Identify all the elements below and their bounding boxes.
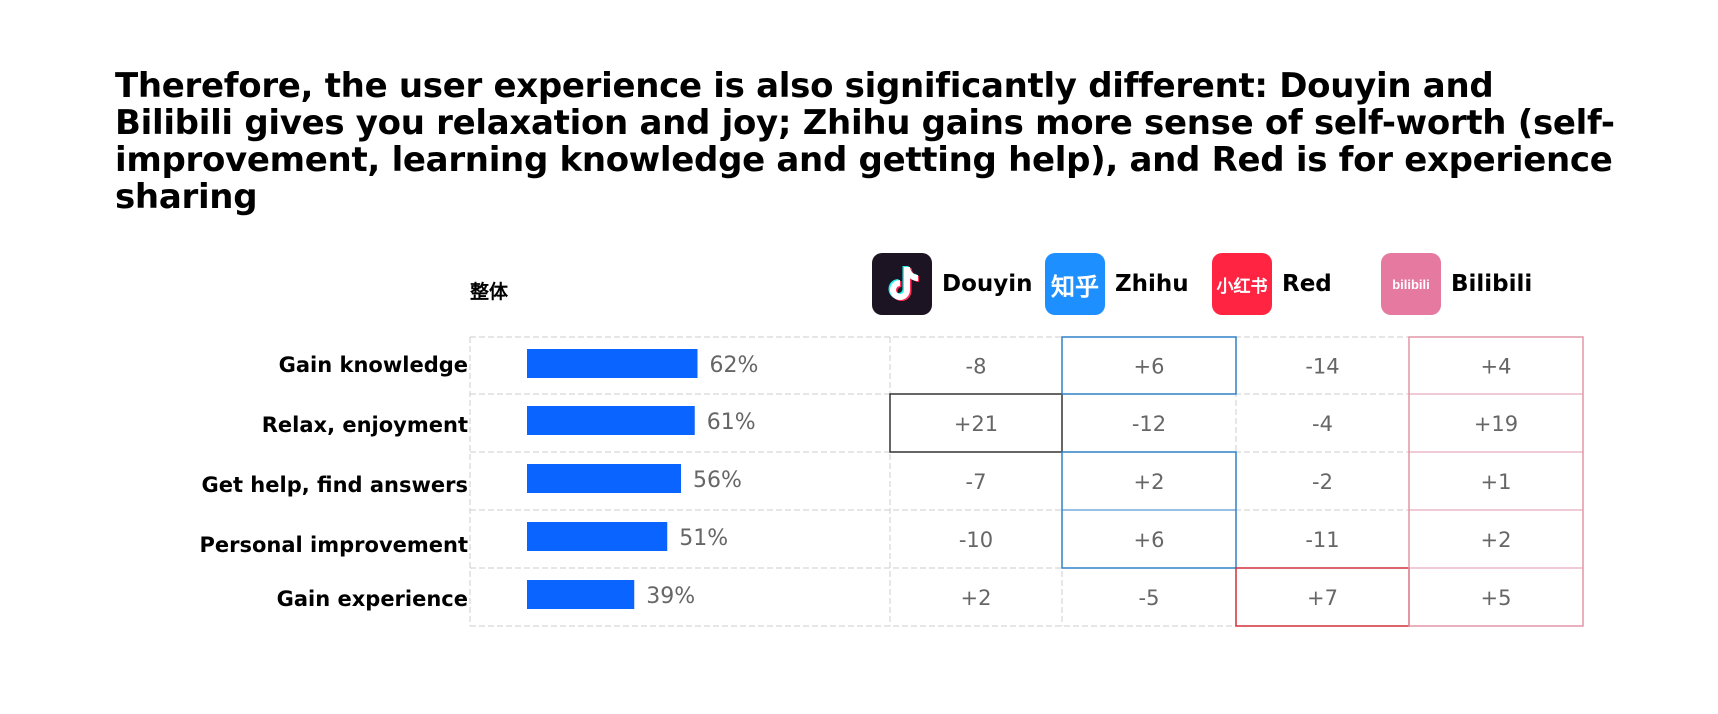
category-label: Relax, enjoyment [261,413,468,437]
bar-value-label: 62% [710,353,759,378]
platform-bilibili: bilibili Bilibili [1381,253,1532,315]
bar-value-label: 61% [707,410,756,435]
table-cell-value: +7 [1307,586,1338,610]
table-cell-value: -10 [959,528,993,552]
category-label: Gain experience [276,587,468,611]
table-cell-value: -11 [1305,528,1339,552]
overall-label: 整体 [470,281,509,303]
table-cell-value: -5 [1139,586,1160,610]
highlight-box [1408,336,1584,627]
table-cell-value: +5 [1481,586,1512,610]
highlight-box [889,393,1063,453]
headline: Therefore, the user experience is also s… [115,66,1615,217]
bar [527,522,668,551]
table-cell-value: +2 [961,586,992,610]
platform-red: 小红书 Red [1212,253,1332,315]
table-cell-value: +6 [1134,528,1165,552]
bar [527,580,635,609]
platform-name: Douyin [942,271,1033,297]
table-cell-value: -8 [966,355,987,379]
bar [527,464,681,493]
bar-value-label: 39% [646,584,695,609]
table-cell-value: -2 [1312,470,1333,494]
table-cell-value: -12 [1132,412,1166,436]
platform-douyin: Douyin [872,253,1033,315]
table-cell-value: +2 [1481,528,1512,552]
xiaohongshu-logo-icon: 小红书 [1212,253,1272,315]
bar-value-label: 56% [693,468,742,493]
douyin-logo-icon [872,253,932,315]
table-cell-value: -4 [1312,412,1333,436]
bar [527,349,698,378]
platform-name: Red [1282,271,1332,297]
bar-value-label: 51% [679,526,728,551]
zhihu-logo-icon: 知乎 [1045,253,1105,315]
table-cell-value: +1 [1481,470,1512,494]
category-label: Get help, find answers [201,473,468,497]
table-cell-value: -7 [966,470,987,494]
bilibili-logo-icon: bilibili [1381,253,1441,315]
table-cell-value: +6 [1134,355,1165,379]
category-label: Gain knowledge [278,353,468,377]
highlight-box [1061,336,1237,395]
table-cell-value: -14 [1305,355,1339,379]
platform-name: Zhihu [1115,271,1189,297]
table-cell-value: +2 [1134,470,1165,494]
bar [527,406,695,435]
platform-zhihu: 知乎 Zhihu [1045,253,1189,315]
table-cell-value: +19 [1474,412,1518,436]
category-label: Personal improvement [199,533,469,557]
table-cell-value: +4 [1481,355,1512,379]
table-cell-value: +21 [954,412,998,436]
platform-name: Bilibili [1451,271,1533,297]
